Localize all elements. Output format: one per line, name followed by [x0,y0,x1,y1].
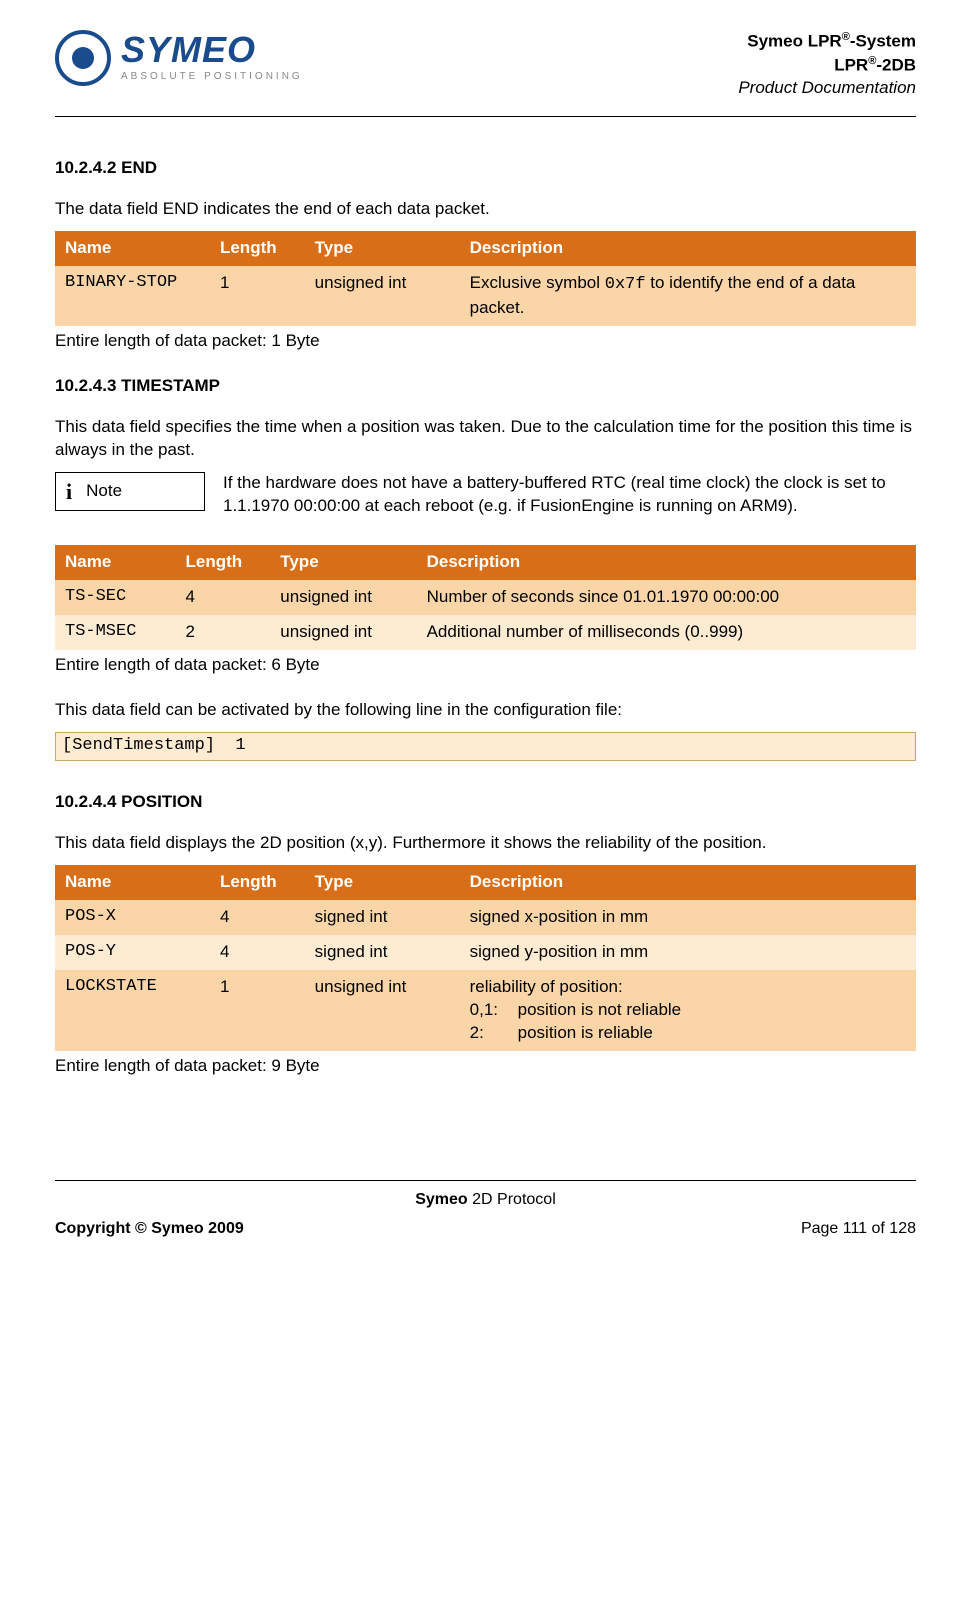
cell-desc: signed y-position in mm [460,935,916,970]
table-row: POS-X 4 signed int signed x-position in … [55,900,916,935]
header-doc-title: Symeo LPR®-System LPR®-2DB Product Docum… [738,30,916,100]
footer-center-rest: 2D Protocol [468,1191,556,1208]
note-block: i Note If the hardware does not have a b… [55,472,916,518]
cell-length: 4 [176,580,271,615]
th-type: Type [270,545,416,580]
table-row: POS-Y 4 signed int signed y-position in … [55,935,916,970]
header-line2a: LPR [834,55,868,74]
caption-position: Entire length of data packet: 9 Byte [55,1055,916,1078]
th-desc: Description [460,865,916,900]
table-row: TS-SEC 4 unsigned int Number of seconds … [55,580,916,615]
th-name: Name [55,231,210,266]
note-box: i Note [55,472,205,512]
table-end: Name Length Type Description BINARY-STOP… [55,231,916,326]
desc-pre: Exclusive symbol [470,273,605,292]
table-row: TS-MSEC 2 unsigned int Additional number… [55,615,916,650]
section-intro-position: This data field displays the 2D position… [55,832,916,855]
note-label: Note [86,480,122,503]
config-code: [SendTimestamp] 1 [55,732,916,761]
desc-code: 0x7f [605,275,646,294]
config-intro: This data field can be activated by the … [55,699,916,722]
cell-type: unsigned int [305,970,460,1051]
logo-text: SYMEO [121,32,303,68]
cell-length: 4 [210,935,305,970]
table-row: BINARY-STOP 1 unsigned int Exclusive sym… [55,266,916,326]
cell-desc: signed x-position in mm [460,900,916,935]
footer-row: Copyright © Symeo 2009 Page 111 of 128 [55,1218,916,1240]
footer-divider [55,1180,916,1181]
cell-name: LOCKSTATE [55,970,210,1051]
section-heading-position: 10.2.4.4 POSITION [55,791,916,814]
page-header: SYMEO ABSOLUTE POSITIONING Symeo LPR®-Sy… [55,30,916,110]
logo: SYMEO ABSOLUTE POSITIONING [55,30,303,86]
cell-type: unsigned int [305,266,460,326]
note-text: If the hardware does not have a battery-… [223,472,916,518]
reg-mark: ® [842,31,850,43]
cell-type: signed int [305,900,460,935]
logo-tagline: ABSOLUTE POSITIONING [121,70,303,84]
section-heading-end: 10.2.4.2 END [55,157,916,180]
cell-name: POS-X [55,900,210,935]
th-type: Type [305,231,460,266]
table-timestamp: Name Length Type Description TS-SEC 4 un… [55,545,916,650]
th-type: Type [305,865,460,900]
cell-desc: Exclusive symbol 0x7f to identify the en… [460,266,916,326]
header-divider [55,116,916,117]
cell-type: unsigned int [270,615,416,650]
caption-timestamp: Entire length of data packet: 6 Byte [55,654,916,677]
header-line2b: -2DB [876,55,916,74]
cell-name: TS-SEC [55,580,176,615]
th-desc: Description [417,545,916,580]
header-line3: Product Documentation [738,77,916,100]
page-number: Page 111 of 128 [801,1218,916,1240]
cell-type: unsigned int [270,580,416,615]
cell-type: signed int [305,935,460,970]
caption-end: Entire length of data packet: 1 Byte [55,330,916,353]
cell-desc: Number of seconds since 01.01.1970 00:00… [417,580,916,615]
footer-center-bold: Symeo [415,1191,467,1208]
copyright: Copyright © Symeo 2009 [55,1218,244,1240]
th-length: Length [210,865,305,900]
logo-circle-icon [55,30,111,86]
section-heading-timestamp: 10.2.4.3 TIMESTAMP [55,375,916,398]
info-icon: i [66,477,72,507]
cell-length: 1 [210,266,305,326]
th-name: Name [55,865,210,900]
table-position: Name Length Type Description POS-X 4 sig… [55,865,916,1051]
cell-length: 2 [176,615,271,650]
th-name: Name [55,545,176,580]
cell-length: 1 [210,970,305,1051]
header-line1a: Symeo LPR [747,32,841,51]
cell-name: TS-MSEC [55,615,176,650]
th-desc: Description [460,231,916,266]
th-length: Length [210,231,305,266]
cell-name: BINARY-STOP [55,266,210,326]
table-row: LOCKSTATE 1 unsigned int reliability of … [55,970,916,1051]
cell-name: POS-Y [55,935,210,970]
cell-desc: reliability of position:0,1:position is … [460,970,916,1051]
section-intro-timestamp: This data field specifies the time when … [55,416,916,462]
footer-center: Symeo 2D Protocol [55,1189,916,1211]
section-intro-end: The data field END indicates the end of … [55,198,916,221]
cell-length: 4 [210,900,305,935]
cell-desc: Additional number of milliseconds (0..99… [417,615,916,650]
header-line1b: -System [850,32,916,51]
th-length: Length [176,545,271,580]
